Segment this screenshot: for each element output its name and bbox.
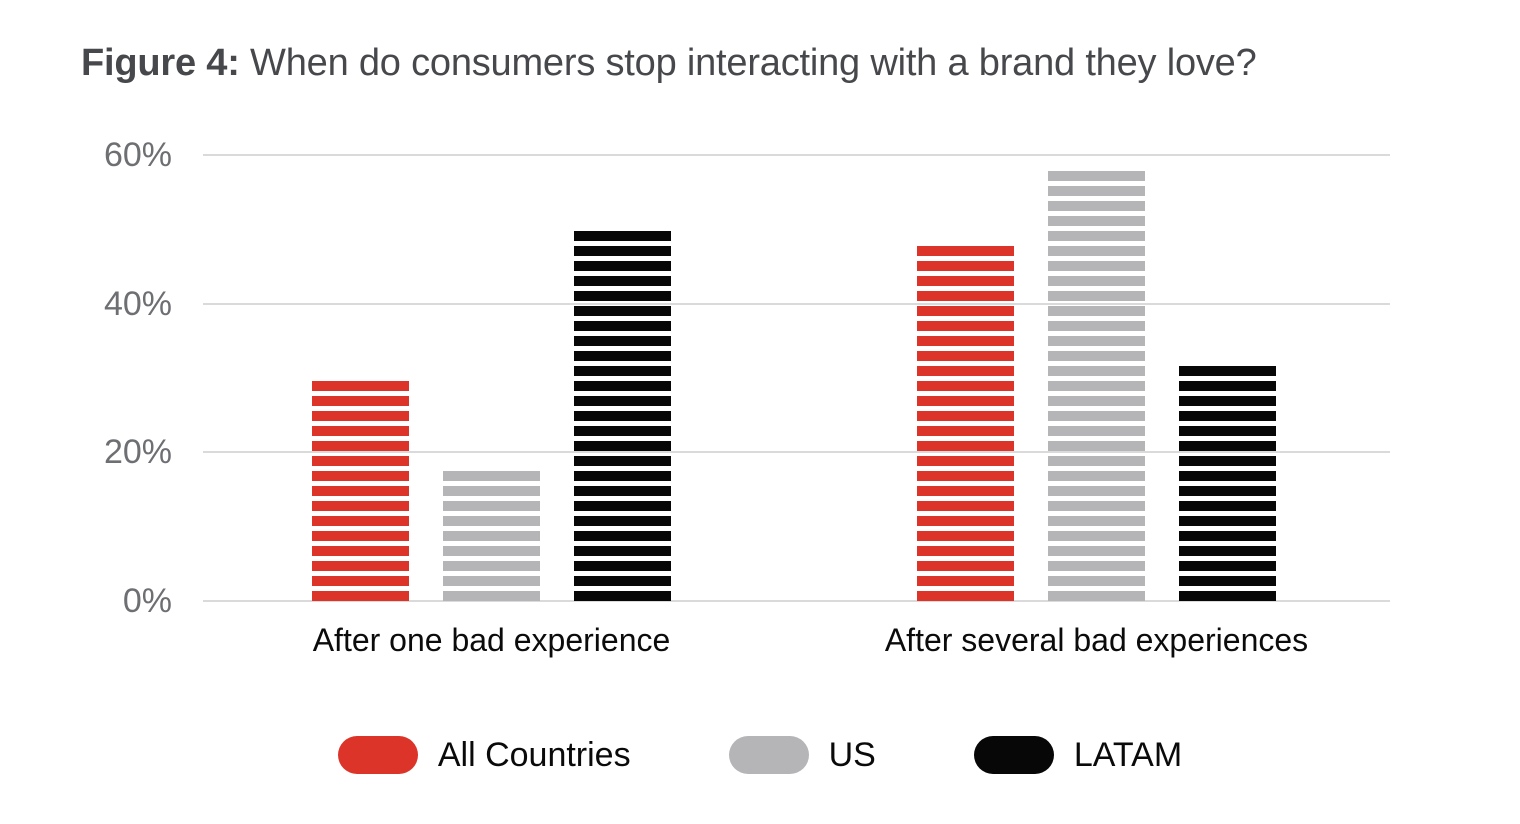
y-axis-tick-label-20: 20%: [103, 433, 172, 472]
bar-latam-after-one-bad-experience: [574, 229, 671, 601]
legend-swatch-all-countries: [337, 736, 418, 774]
bar-latam-after-several-bad-experiences: [1179, 363, 1276, 601]
legend-item-all-countries: All Countries: [337, 736, 631, 774]
gridline-0: [203, 600, 1390, 602]
chart-legend: All Countries US LATAM: [0, 736, 1520, 774]
gridline-20: [203, 451, 1390, 454]
bar-us-after-one-bad-experience: [443, 467, 540, 601]
y-axis-tick-label-40: 40%: [103, 284, 172, 323]
x-category-label-after-one-bad-experience: After one bad experience: [312, 622, 671, 658]
gridline-40: [203, 302, 1390, 305]
figure-title-prefix: Figure 4:: [81, 42, 240, 84]
bar-all-countries-after-one-bad-experience: [312, 378, 409, 601]
x-category-label-after-several-bad-experiences: After several bad experiences: [884, 622, 1309, 658]
legend-label-us: US: [828, 736, 876, 774]
legend-swatch-latam: [973, 736, 1054, 774]
legend-label-all-countries: All Countries: [437, 736, 631, 774]
y-axis-tick-label-60: 60%: [103, 136, 172, 174]
gridline-60: [203, 154, 1390, 156]
legend-item-latam: LATAM: [973, 736, 1183, 774]
bar-all-countries-after-several-bad-experiences: [917, 244, 1014, 601]
legend-label-latam: LATAM: [1073, 736, 1183, 774]
figure-title: Figure 4: When do consumers stop interac…: [81, 42, 1257, 85]
legend-item-us: US: [728, 736, 876, 774]
figure-title-text: When do consumers stop interacting with …: [239, 42, 1257, 84]
y-axis-tick-label-0: 0%: [122, 582, 172, 620]
bar-us-after-several-bad-experiences: [1048, 169, 1145, 601]
legend-swatch-us: [728, 736, 809, 774]
